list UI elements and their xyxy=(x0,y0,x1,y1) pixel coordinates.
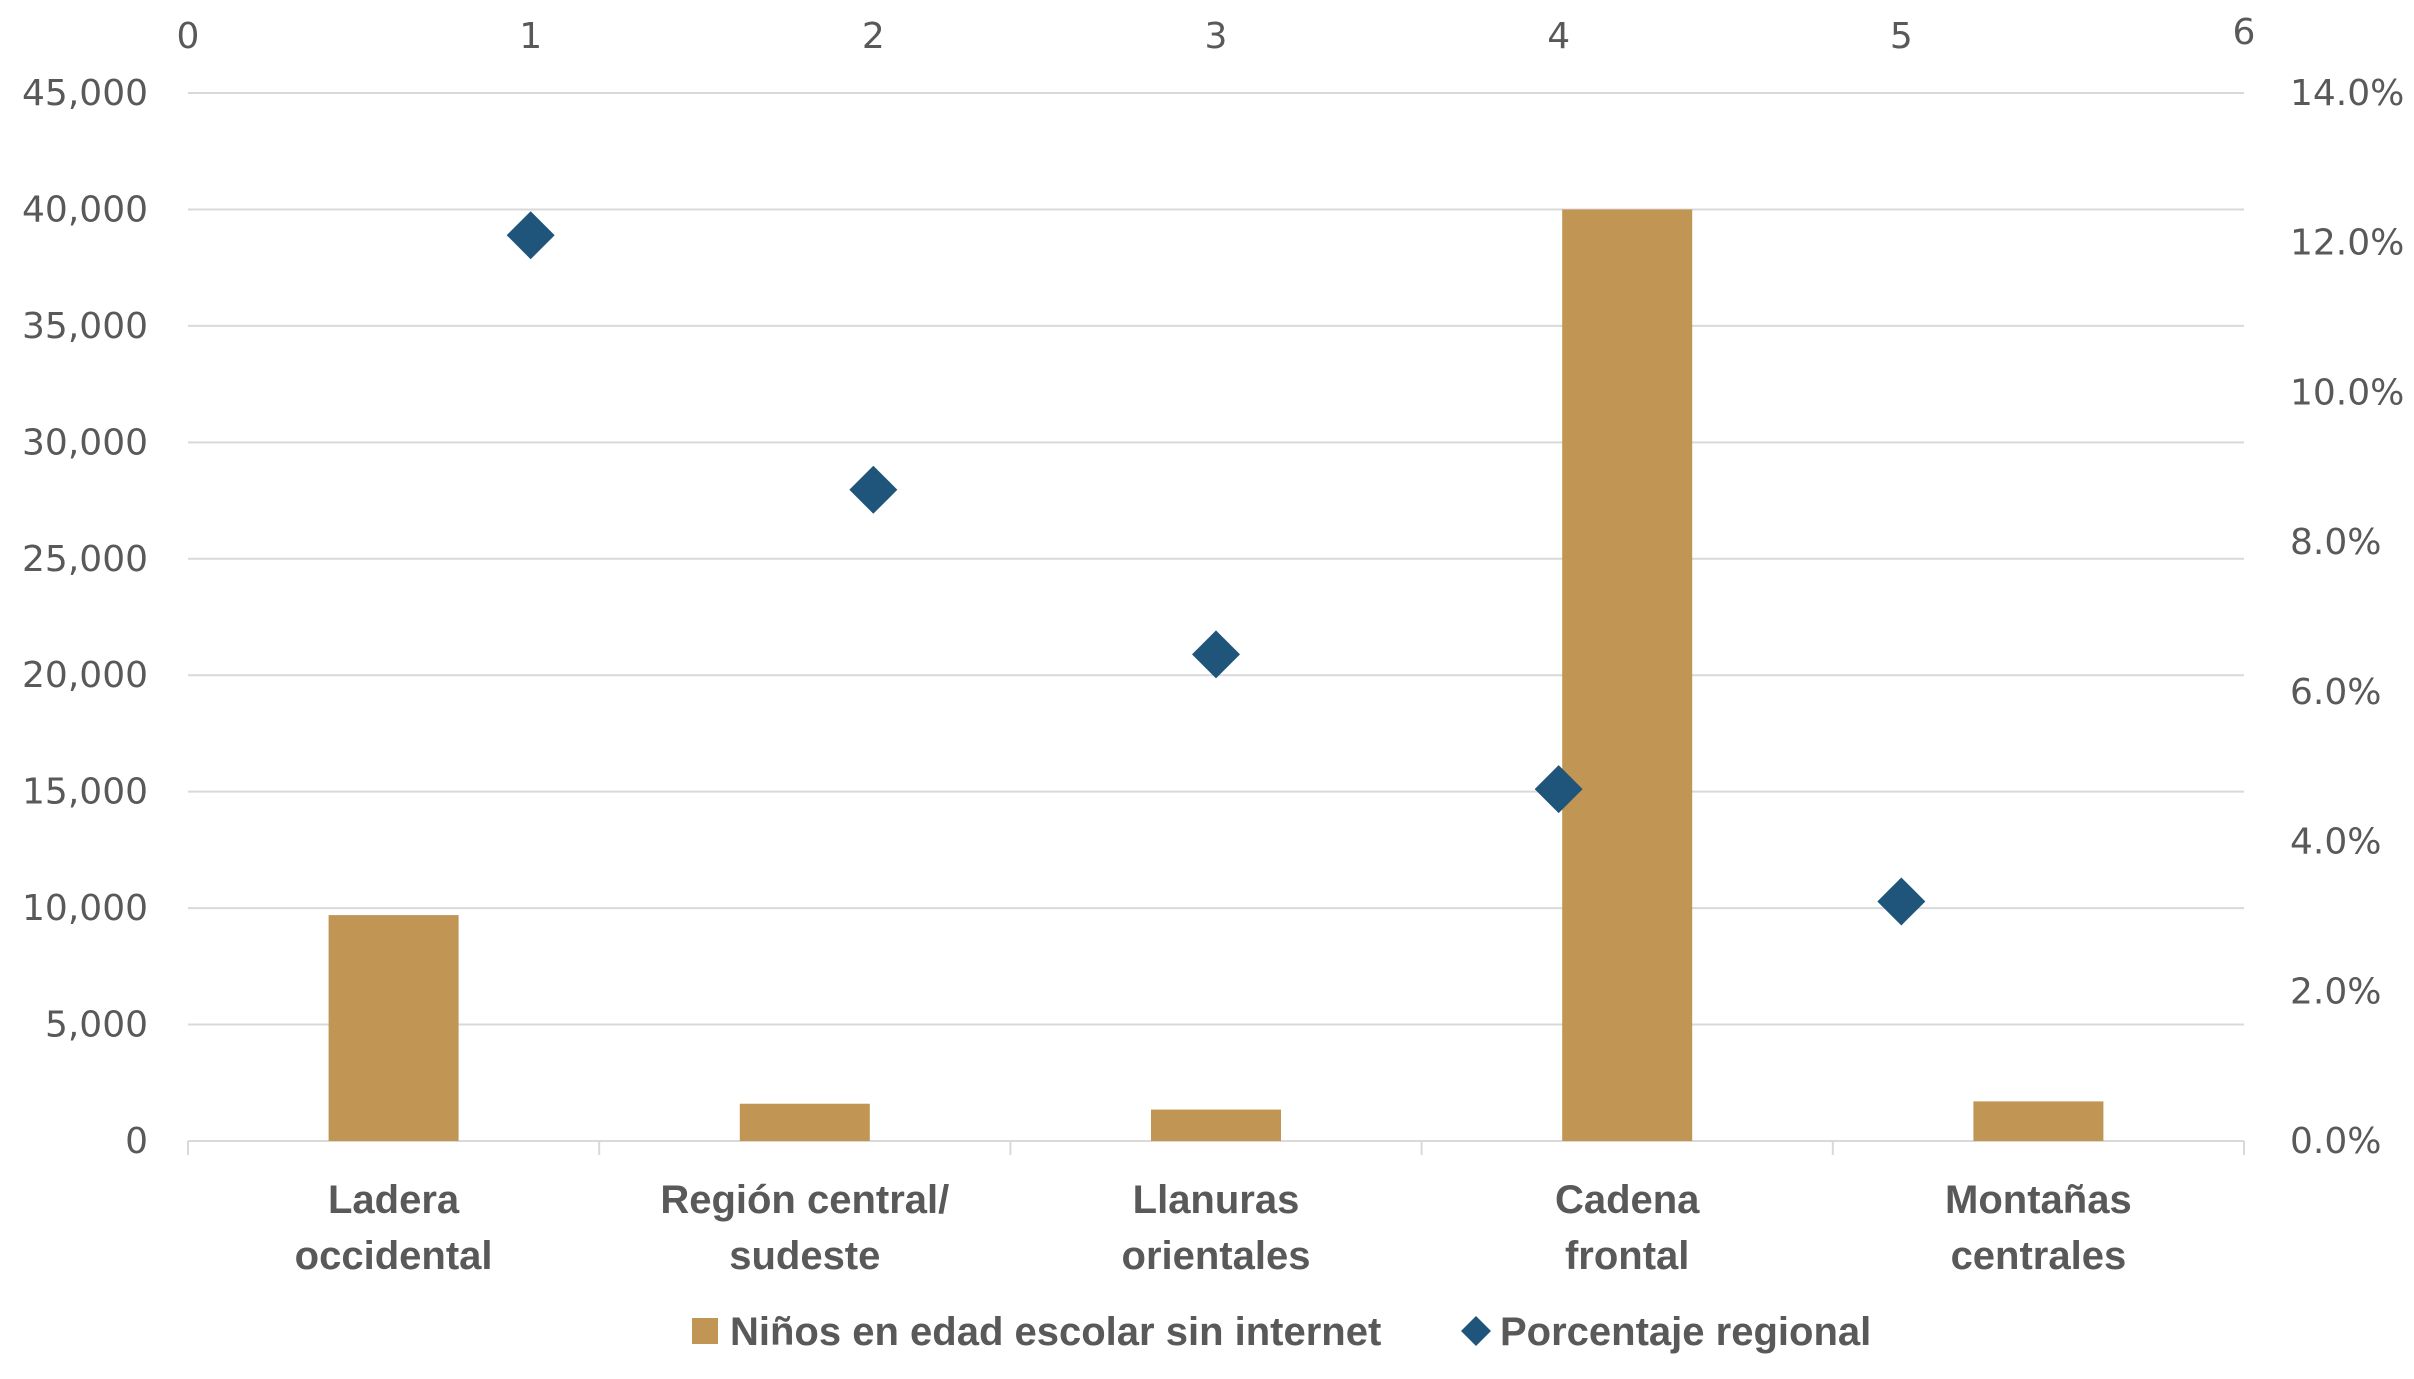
left-axis-tick-label: 5,000 xyxy=(45,1005,148,1046)
category-label: occidental xyxy=(295,1234,493,1278)
bar xyxy=(739,1103,870,1141)
category-label: Región central/ xyxy=(660,1178,949,1222)
scatter-point xyxy=(506,211,555,260)
top-axis-tick-label: 0 xyxy=(177,16,200,57)
scatter-point xyxy=(1877,877,1926,926)
right-axis-tick-label: 14.0% xyxy=(2290,73,2404,114)
left-axis-tick-label: 15,000 xyxy=(22,772,148,813)
top-axis-tick-label: 3 xyxy=(1205,16,1228,57)
right-axis-tick-label: 12.0% xyxy=(2290,223,2404,264)
left-axis-tick-label: 45,000 xyxy=(22,73,148,114)
left-axis-tick-label: 30,000 xyxy=(22,422,148,463)
bar xyxy=(1151,1109,1281,1141)
bar xyxy=(328,915,459,1141)
right-axis-tick-label: 8.0% xyxy=(2290,522,2381,563)
right-axis-tick-label: 0.0% xyxy=(2290,1121,2381,1162)
category-label: Cadena xyxy=(1555,1178,1700,1222)
legend-label: Porcentaje regional xyxy=(1500,1310,1871,1354)
left-axis-tick-label: 0 xyxy=(125,1121,148,1162)
category-label: sudeste xyxy=(729,1234,880,1278)
scatter-point xyxy=(1534,765,1583,814)
scatter-point xyxy=(849,465,898,514)
category-label: Montañas xyxy=(1945,1178,2132,1222)
left-axis-tick-label: 40,000 xyxy=(22,189,148,230)
bar xyxy=(1562,209,1693,1141)
right-axis-tick-label: 4.0% xyxy=(2290,822,2381,863)
left-axis-tick-label: 20,000 xyxy=(22,655,148,696)
right-axis-tick-label: 2.0% xyxy=(2290,971,2381,1012)
left-axis-tick-label: 10,000 xyxy=(22,888,148,929)
right-axis-tick-label: 6.0% xyxy=(2290,672,2381,713)
left-axis-tick-label: 35,000 xyxy=(22,306,148,347)
category-label: frontal xyxy=(1565,1234,1689,1278)
top-axis-tick-label: 4 xyxy=(1547,16,1570,57)
category-label: Ladera xyxy=(328,1178,460,1222)
legend-swatch-bar xyxy=(692,1318,718,1344)
top-axis-tick-label: 1 xyxy=(519,16,542,57)
scatter-point xyxy=(1192,630,1240,679)
top-axis-tick-label: 5 xyxy=(1890,16,1913,57)
category-label: orientales xyxy=(1122,1234,1311,1278)
category-label: centrales xyxy=(1951,1234,2127,1278)
top-axis-tick-label: 2 xyxy=(862,16,885,57)
legend-swatch-diamond xyxy=(1461,1316,1491,1346)
left-axis-tick-label: 25,000 xyxy=(22,539,148,580)
top-axis-tick-label: 6 xyxy=(2233,12,2256,53)
legend-label: Niños en edad escolar sin internet xyxy=(730,1310,1381,1354)
category-label: Llanuras xyxy=(1133,1178,1300,1222)
bar xyxy=(1973,1101,2104,1141)
right-axis-tick-label: 10.0% xyxy=(2290,372,2404,413)
